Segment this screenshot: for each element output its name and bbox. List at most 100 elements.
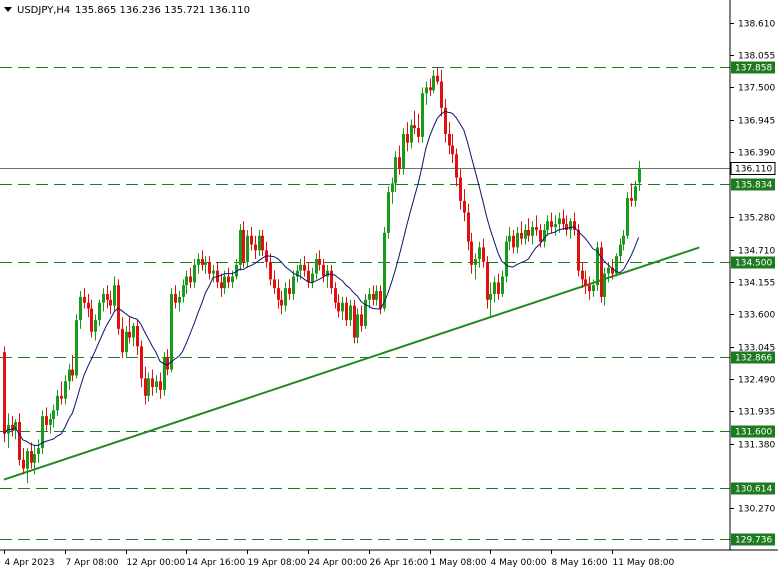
bull-candle-body <box>603 273 606 297</box>
bull-candle-body <box>592 285 595 292</box>
bear-candle-body <box>413 125 416 129</box>
bear-candle-body <box>269 261 272 280</box>
price-tick-label: 137.500 <box>738 84 775 94</box>
bear-candle-body <box>277 288 280 300</box>
bear-candle-body <box>45 416 48 425</box>
bull-candle-body <box>634 186 637 201</box>
bear-candle-body <box>451 145 454 155</box>
price-tick-label: 130.270 <box>738 505 775 515</box>
bull-candle-body <box>425 87 428 94</box>
current-price-box <box>730 162 776 175</box>
bull-candle-body <box>531 227 534 236</box>
bear-candle-body <box>440 81 443 108</box>
time-tick-label: 26 Apr 16:00 <box>370 558 429 568</box>
bull-candle-body <box>622 235 625 245</box>
bull-candle-body <box>94 320 97 332</box>
bull-candle-body <box>478 247 481 260</box>
bear-candle-body <box>379 291 382 309</box>
bear-candle-body <box>482 247 485 262</box>
bull-candle-body <box>246 235 249 262</box>
bear-candle-body <box>117 285 120 329</box>
level-price-label: 130.614 <box>735 485 772 495</box>
bear-candle-body <box>208 261 211 274</box>
price-tick-label: 134.155 <box>738 279 775 289</box>
bear-candle-body <box>318 259 321 265</box>
bull-candle-body <box>315 259 318 274</box>
bull-candle-body <box>223 276 226 289</box>
price-tick-label: 132.490 <box>738 376 775 386</box>
bull-candle-body <box>212 270 215 274</box>
time-tick-label: 7 Apr 08:00 <box>66 558 119 568</box>
bull-candle-body <box>64 381 67 399</box>
bull-candle-body <box>505 241 508 277</box>
bull-candle-body <box>102 293 105 303</box>
bull-candle-body <box>231 276 234 283</box>
bull-candle-body <box>421 93 424 137</box>
price-tick-label: 136.945 <box>738 117 775 127</box>
bear-candle-body <box>470 241 473 265</box>
bear-candle-body <box>106 293 109 300</box>
bear-candle-body <box>174 293 177 303</box>
bull-candle-body <box>638 168 641 183</box>
bear-candle-body <box>334 288 337 303</box>
trendline <box>3 246 700 481</box>
bear-candle-body <box>611 267 614 274</box>
bear-candle-body <box>577 229 580 271</box>
bull-candle-body <box>163 357 166 390</box>
bear-candle-body <box>550 221 553 228</box>
bull-candle-body <box>239 229 242 265</box>
bull-candle-body <box>26 451 29 469</box>
bull-candle-body <box>432 75 435 91</box>
bull-candle-body <box>49 419 52 425</box>
bear-candle-body <box>227 276 230 283</box>
bull-candle-body <box>596 247 599 286</box>
bull-candle-body <box>113 285 116 306</box>
bear-candle-body <box>30 451 33 463</box>
bear-candle-body <box>406 133 409 143</box>
bull-candle-body <box>524 229 527 239</box>
bear-candle-body <box>220 282 223 289</box>
bear-candle-body <box>254 244 257 251</box>
bull-candle-body <box>543 229 546 242</box>
bear-candle-body <box>18 421 21 460</box>
time-tick-label: 1 May 08:00 <box>431 558 487 568</box>
bull-candle-body <box>193 264 196 283</box>
bull-candle-body <box>391 183 394 193</box>
bear-candle-body <box>144 378 147 396</box>
level-price-label: 137.858 <box>735 64 772 74</box>
bear-candle-body <box>353 305 356 338</box>
bull-candle-body <box>292 276 295 294</box>
bear-candle-body <box>345 302 348 321</box>
bear-candle-body <box>535 227 538 230</box>
bear-candle-body <box>436 75 439 82</box>
bull-candle-body <box>569 221 572 230</box>
bear-candle-body <box>261 235 264 251</box>
bear-candle-body <box>330 270 333 289</box>
triangle-down-icon[interactable] <box>4 7 12 12</box>
bull-candle-body <box>356 314 359 338</box>
moving-average-group <box>3 110 640 447</box>
bull-candle-body <box>235 264 238 277</box>
trendline-group <box>3 246 700 481</box>
bear-candle-body <box>429 87 432 91</box>
bull-candle-body <box>489 293 492 300</box>
bull-candle-body <box>554 224 557 228</box>
bull-candle-body <box>178 296 181 303</box>
bear-candle-body <box>87 302 90 309</box>
price-axis[interactable]: 138.610 138.055 137.500 136.945 136.390 135.2… <box>730 20 775 515</box>
bear-candle-body <box>444 107 447 134</box>
time-axis[interactable]: 4 Apr 2023 7 Apr 08:00 12 Apr 00:00 14 Apr … <box>4 550 675 568</box>
bear-candle-body <box>201 259 204 265</box>
bear-candle-body <box>398 157 401 169</box>
bull-candle-body <box>258 235 261 251</box>
bear-candle-body <box>71 369 74 376</box>
moving-average-line <box>3 110 640 447</box>
bull-candle-body <box>98 302 101 321</box>
bull-candle-body <box>364 299 367 326</box>
bull-candle-body <box>296 270 299 277</box>
candles-group <box>3 67 641 484</box>
bear-candle-body <box>307 270 310 283</box>
bear-candle-body <box>562 218 565 225</box>
